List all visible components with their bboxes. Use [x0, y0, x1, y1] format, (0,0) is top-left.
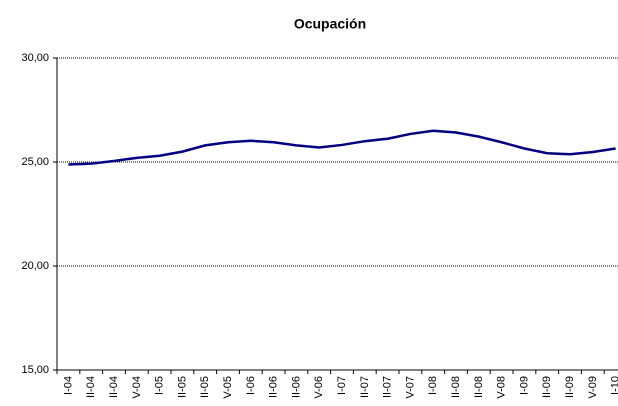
- x-tick-label: I-05: [154, 376, 166, 395]
- x-tick-label: I-07: [336, 376, 348, 395]
- x-tick-label: V-05: [222, 376, 234, 399]
- x-tick-label: V-08: [496, 376, 508, 399]
- x-tick-label: II-07: [382, 376, 394, 398]
- y-tick-label: 30,00: [21, 52, 49, 64]
- x-tick-label: II-06: [268, 376, 280, 398]
- x-tick-label: V-06: [313, 376, 325, 399]
- y-tick-label: 15,00: [21, 364, 49, 376]
- x-tick-label: II-07: [359, 376, 371, 398]
- x-tick-label: II-09: [564, 376, 576, 398]
- x-tick-label: I-08: [427, 376, 439, 395]
- x-tick-label: V-07: [404, 376, 416, 399]
- y-tick-label: 25,00: [21, 156, 49, 168]
- x-tick-label: I-04: [62, 376, 74, 395]
- chart-title: Ocupación: [294, 16, 366, 32]
- x-tick-label: I-09: [518, 376, 530, 395]
- x-tick-label: V-09: [587, 376, 599, 399]
- x-tick-label: II-05: [199, 376, 211, 398]
- x-tick-label: II-09: [541, 376, 553, 398]
- x-tick-label: II-08: [473, 376, 485, 398]
- x-tick-label: II-04: [108, 376, 120, 398]
- line-series: [68, 129, 616, 166]
- y-tick-label: 20,00: [21, 260, 49, 272]
- x-tick-label: I-10: [610, 376, 618, 395]
- x-tick-label: II-06: [290, 376, 302, 398]
- x-tick-label: V-04: [131, 376, 143, 399]
- x-tick-label: II-04: [85, 376, 97, 398]
- x-tick-label: I-06: [245, 376, 257, 395]
- x-tick-label: II-05: [176, 376, 188, 398]
- x-tick-label: II-08: [450, 376, 462, 398]
